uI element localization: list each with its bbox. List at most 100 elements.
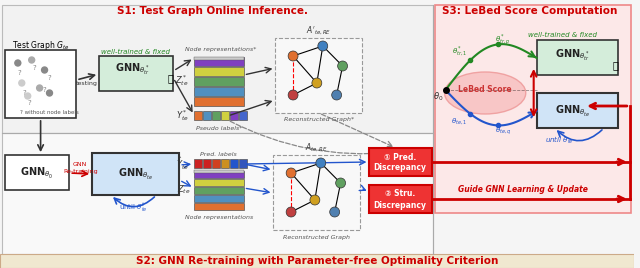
Bar [2, 5, 433, 133]
Bar [194, 57, 244, 60]
Bar [537, 93, 618, 128]
Bar [194, 195, 244, 202]
Text: until $\theta^t_{te}$: until $\theta^t_{te}$ [119, 200, 148, 214]
Text: GNN$_{\theta_{te}}$: GNN$_{\theta_{te}}$ [555, 103, 590, 118]
Bar [203, 111, 211, 120]
Bar [194, 57, 244, 66]
Text: Reconstructed Graph*: Reconstructed Graph* [284, 117, 354, 122]
Text: ?: ? [43, 87, 47, 93]
Bar [369, 148, 432, 176]
Bar [221, 159, 228, 168]
Text: Pred. labels: Pred. labels [200, 151, 237, 157]
Text: Re-training: Re-training [63, 169, 97, 174]
Text: testing: testing [76, 81, 98, 87]
Text: GNN$_{\theta^*_{tr}}$: GNN$_{\theta^*_{tr}}$ [115, 61, 150, 77]
Circle shape [288, 90, 298, 100]
Bar [537, 40, 618, 75]
Bar [194, 97, 244, 106]
Text: ?: ? [18, 70, 22, 76]
Text: S2: GNN Re-training with Parameter-free Optimality Criterion: S2: GNN Re-training with Parameter-free … [136, 256, 498, 266]
Circle shape [332, 90, 342, 100]
Bar [194, 171, 244, 178]
Circle shape [29, 57, 35, 63]
Text: Discrepancy: Discrepancy [374, 200, 426, 210]
Bar [194, 179, 244, 186]
Circle shape [286, 168, 296, 178]
Text: GNN$_{\theta^*_{tr}}$: GNN$_{\theta^*_{tr}}$ [555, 47, 589, 63]
Circle shape [310, 195, 320, 205]
Text: Discrepancy: Discrepancy [374, 163, 426, 173]
Text: GNN$_{\theta_{te}}$: GNN$_{\theta_{te}}$ [118, 166, 153, 181]
Circle shape [318, 41, 328, 51]
Text: Node representations: Node representations [185, 215, 253, 221]
Text: $\theta^*_{tr,p}$: $\theta^*_{tr,p}$ [495, 33, 511, 47]
Text: ?: ? [47, 75, 51, 81]
Bar [194, 159, 202, 168]
Bar [369, 185, 432, 213]
Bar [194, 87, 244, 96]
Bar [194, 111, 202, 120]
Text: GNN: GNN [73, 162, 88, 168]
Text: ? without node labels: ? without node labels [20, 110, 79, 116]
Text: ① Pred.: ① Pred. [384, 152, 416, 162]
Text: Reconstructed Graph: Reconstructed Graph [284, 236, 350, 240]
Text: Pseudo labels*: Pseudo labels* [196, 125, 242, 131]
Bar [194, 203, 244, 210]
Circle shape [15, 60, 20, 66]
Text: S1: Test Graph Online Inference.: S1: Test Graph Online Inference. [117, 6, 308, 16]
Text: GNN$_{\theta_0}$: GNN$_{\theta_0}$ [20, 165, 53, 181]
Text: $\theta_{te,q}$: $\theta_{te,q}$ [495, 125, 511, 137]
Circle shape [330, 207, 340, 217]
Bar [203, 159, 211, 168]
Text: well-trained & fixed: well-trained & fixed [101, 49, 170, 55]
Text: ② Stru.: ② Stru. [385, 189, 415, 199]
Bar [194, 187, 244, 194]
Text: $Y^*_{te}$: $Y^*_{te}$ [176, 109, 189, 124]
Bar [230, 159, 237, 168]
Text: Guide GNN Learning & Update: Guide GNN Learning & Update [458, 185, 588, 195]
Text: $Z^*_{te}$: $Z^*_{te}$ [175, 73, 189, 88]
Text: ?: ? [28, 100, 31, 106]
Bar [221, 111, 228, 120]
Circle shape [316, 158, 326, 168]
Bar [2, 133, 433, 254]
Circle shape [338, 61, 348, 71]
Bar [194, 170, 244, 173]
Bar [5, 155, 69, 190]
Text: $Z_{te}$: $Z_{te}$ [177, 184, 191, 196]
Text: $\theta^*_{tr,1}$: $\theta^*_{tr,1}$ [452, 44, 467, 58]
Circle shape [286, 207, 296, 217]
Circle shape [19, 80, 25, 86]
Bar [212, 159, 220, 168]
Text: $A'_{te,RE}$: $A'_{te,RE}$ [306, 25, 332, 37]
Text: LeBed Score: LeBed Score [458, 85, 512, 95]
Text: Test Graph $G_{te}$: Test Graph $G_{te}$ [12, 39, 69, 53]
Bar [5, 50, 76, 118]
Text: $\theta_{te,1}$: $\theta_{te,1}$ [451, 116, 468, 126]
Bar [275, 38, 362, 113]
Text: well-trained & fixed: well-trained & fixed [528, 32, 597, 38]
Text: $A_{te,RE}$: $A_{te,RE}$ [305, 142, 328, 154]
Circle shape [335, 178, 346, 188]
Text: ?: ? [33, 65, 36, 71]
Text: 🔒: 🔒 [613, 60, 619, 70]
Text: ?: ? [23, 90, 27, 96]
Bar [273, 155, 360, 230]
Circle shape [42, 67, 47, 73]
Circle shape [312, 78, 322, 88]
Text: S3: LeBed Score Computation: S3: LeBed Score Computation [442, 6, 618, 16]
Bar [92, 153, 179, 195]
Text: 🔒: 🔒 [168, 73, 173, 83]
Circle shape [36, 85, 43, 91]
Bar [239, 159, 246, 168]
Bar [435, 5, 630, 213]
Ellipse shape [445, 72, 526, 114]
Text: Node representations*: Node representations* [185, 47, 257, 53]
Circle shape [25, 93, 31, 99]
Bar [194, 67, 244, 76]
Text: $\theta_0$: $\theta_0$ [433, 91, 444, 103]
Bar [99, 56, 173, 91]
Circle shape [47, 90, 52, 96]
Bar [239, 111, 246, 120]
Bar [194, 77, 244, 86]
